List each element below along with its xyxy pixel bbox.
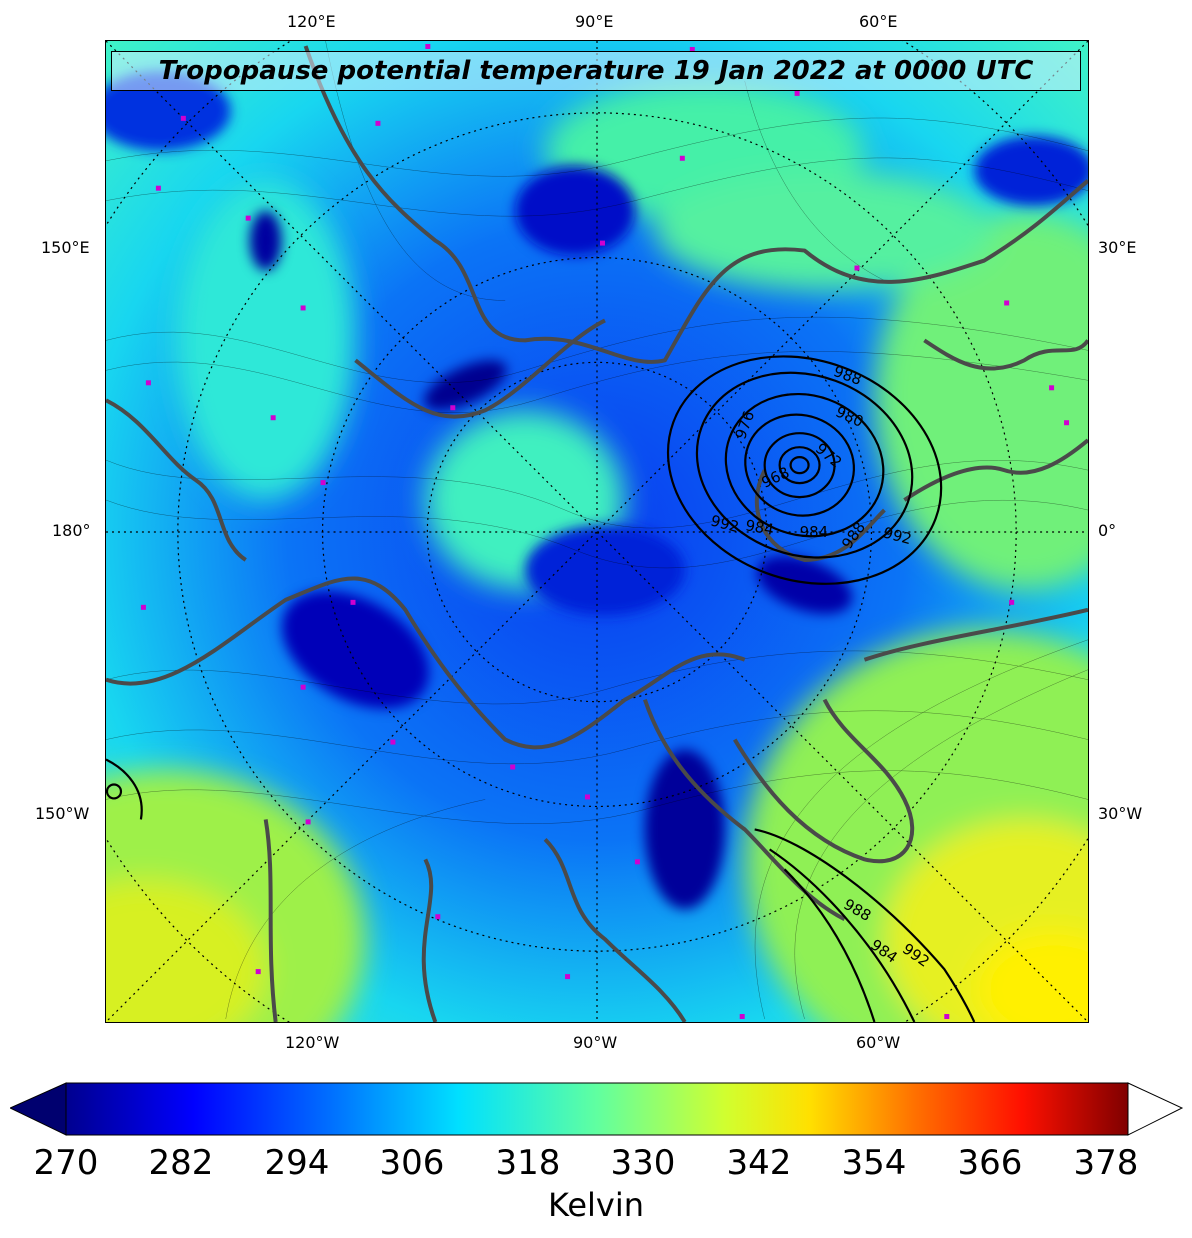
tick-bottom-3: 60°W xyxy=(856,1033,901,1052)
map-panel: 988 980 976 972 968 992 984 984 988 992 … xyxy=(105,40,1089,1023)
mslp-contours-lower xyxy=(106,758,976,1022)
title-box: Tropopause potential temperature 19 Jan … xyxy=(111,51,1081,91)
polar-map: 988 980 976 972 968 992 984 984 988 992 … xyxy=(106,41,1088,1022)
tick-bottom-2: 90°W xyxy=(573,1033,618,1052)
colorbar xyxy=(10,1082,1184,1136)
contour-label: 984 xyxy=(744,516,775,539)
tick-left-2: 180° xyxy=(52,521,91,540)
tick-left-3: 150°W xyxy=(35,804,90,823)
colorbar-tick: 378 xyxy=(1073,1143,1139,1183)
tick-top-2: 90°E xyxy=(575,12,614,31)
station-markers xyxy=(140,43,1070,1020)
tick-top-3: 60°E xyxy=(859,12,898,31)
colorbar-tick: 270 xyxy=(33,1143,99,1183)
contour-label: 984 xyxy=(800,523,829,541)
colorbar-tick: 330 xyxy=(610,1143,676,1183)
map-title: Tropopause potential temperature 19 Jan … xyxy=(158,56,1034,86)
tick-right-2: 0° xyxy=(1098,521,1117,540)
tick-left-1: 150°E xyxy=(41,238,90,257)
colorbar-tick: 366 xyxy=(957,1143,1023,1183)
tick-right-3: 30°W xyxy=(1098,804,1143,823)
tick-bottom-1: 120°W xyxy=(285,1033,340,1052)
colorbar-ramp xyxy=(65,1082,1129,1136)
colorbar-tick: 342 xyxy=(726,1143,792,1183)
mslp-contours-upper xyxy=(666,355,943,585)
colorbar-tick: 306 xyxy=(379,1143,445,1183)
colorbar-tick: 354 xyxy=(841,1143,907,1183)
coastlines xyxy=(106,45,1088,1022)
colorbar-min-extend xyxy=(10,1082,67,1136)
colorbar-tick: 282 xyxy=(148,1143,214,1183)
colorbar-tick: 294 xyxy=(264,1143,330,1183)
tick-right-1: 30°E xyxy=(1098,238,1137,257)
theta-isolines xyxy=(106,41,1088,1020)
colorbar-unit: Kelvin xyxy=(547,1186,645,1224)
colorbar-max-extend xyxy=(1127,1082,1184,1136)
tick-top-1: 120°E xyxy=(287,12,336,31)
theta-field-cold xyxy=(106,70,1088,910)
colorbar-tick: 318 xyxy=(495,1143,561,1183)
theta-field-warm xyxy=(106,80,1088,1022)
